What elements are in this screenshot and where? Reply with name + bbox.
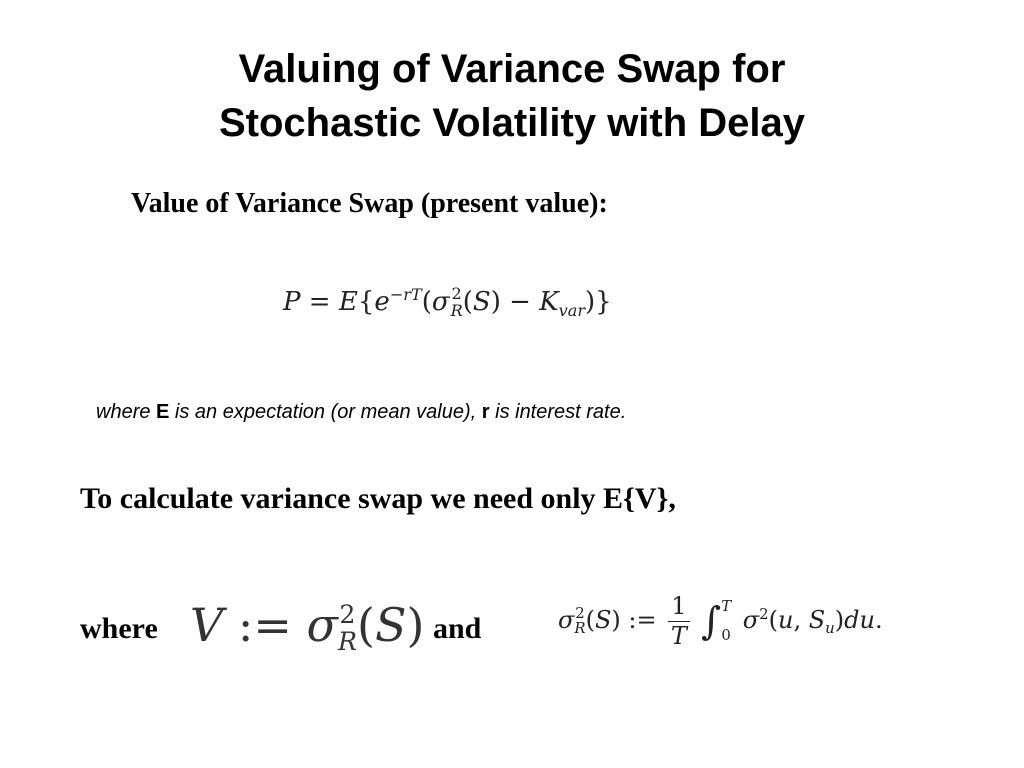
where-label: where — [80, 612, 158, 645]
price-equation: P = E{e−rT(σ 2 R (S) − Kvar)} — [283, 284, 612, 320]
note-r: r — [481, 401, 490, 423]
title-line-1: Valuing of Variance Swap for — [238, 47, 786, 91]
and-label: and — [433, 612, 482, 645]
slide-title: Valuing of Variance Swap for Stochastic … — [0, 42, 1024, 150]
note-text-3: is interest rate. — [489, 401, 627, 423]
note-E: E — [156, 401, 170, 423]
calc-statement: To calculate variance swap we need only … — [80, 482, 676, 515]
subheading: Value of Variance Swap (present value): — [131, 188, 608, 219]
title-line-2: Stochastic Volatility with Delay — [218, 101, 806, 145]
expectation-note: where E is an expectation (or mean value… — [96, 401, 626, 424]
note-text-1: where — [96, 401, 157, 423]
note-text-2: is an expectation (or mean value), — [169, 401, 482, 423]
v-definition-equation: V := σ 2 R (S) — [190, 598, 425, 656]
